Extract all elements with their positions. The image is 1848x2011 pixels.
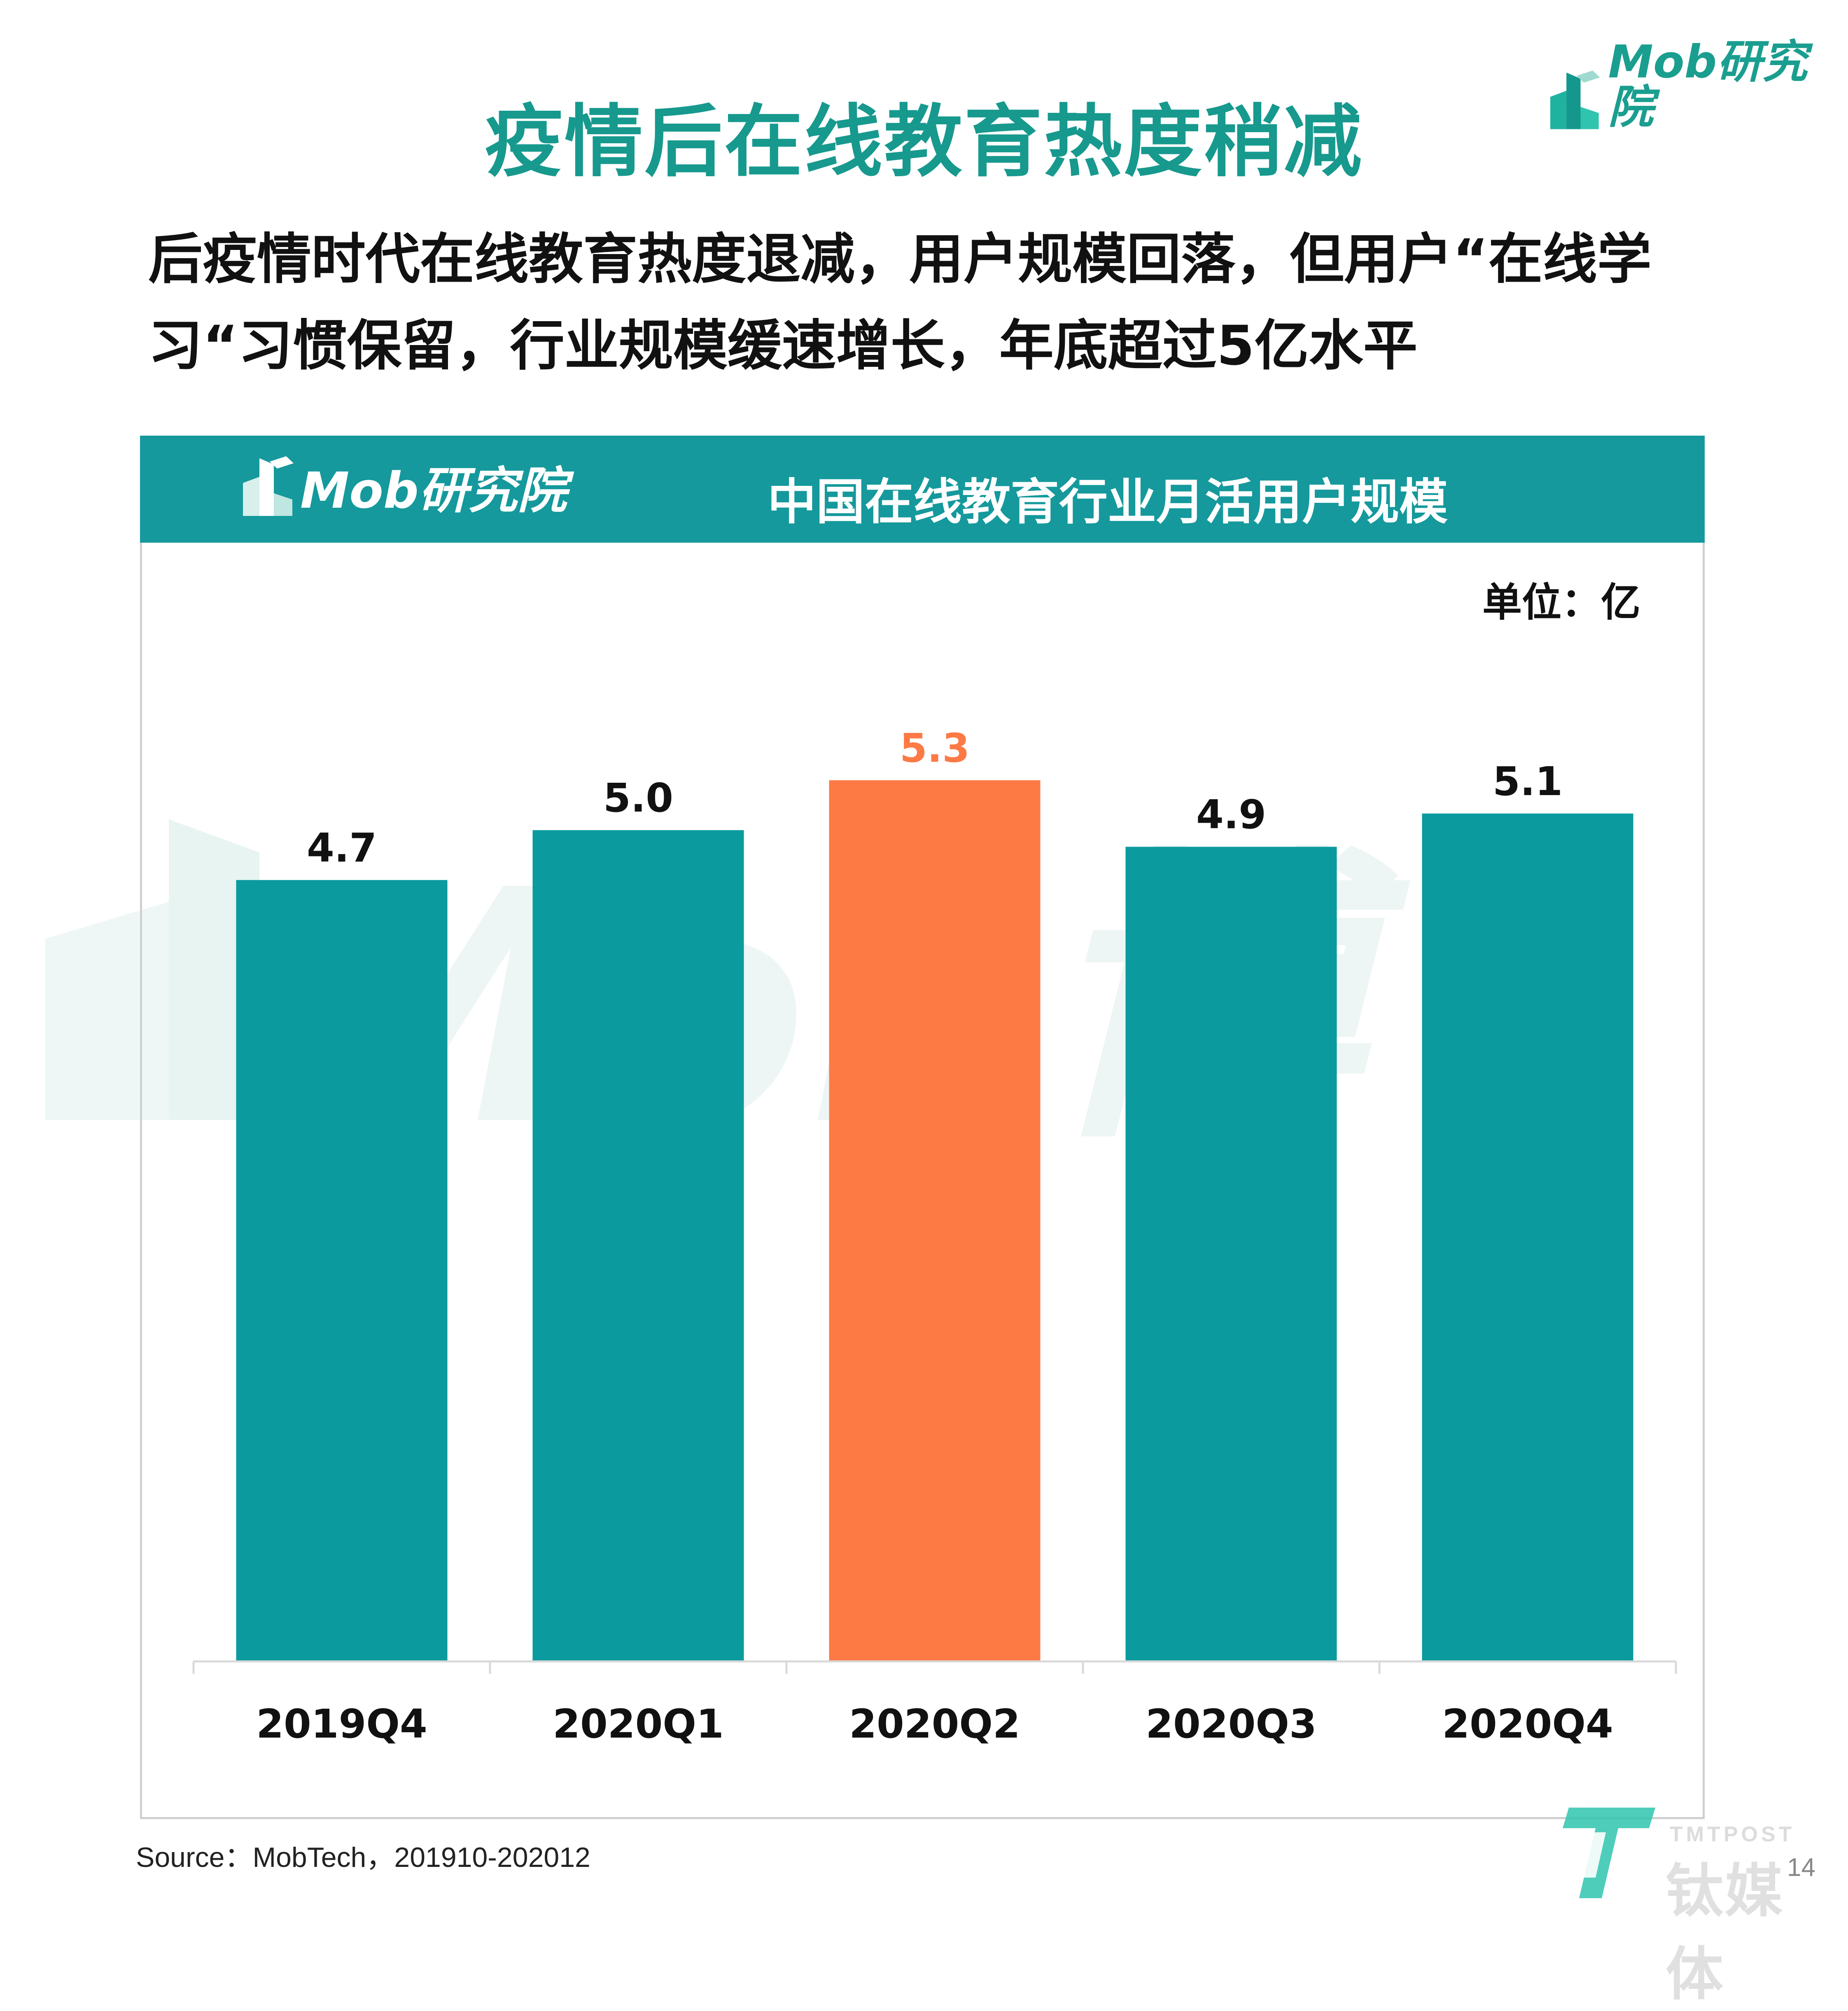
category-label-2020Q4: 2020Q4	[1442, 1701, 1613, 1747]
page-subtitle: 后疫情时代在线教育热度退减，用户规模回落，但用户“在线学 习“习惯保留，行业规模…	[148, 216, 1705, 389]
tmtpost-latin-text: TMTPOST	[1670, 1822, 1795, 1846]
unit-label: 单位：亿	[1482, 579, 1640, 625]
data-label-2020Q3: 4.9	[1196, 792, 1266, 838]
category-label-2020Q3: 2020Q3	[1146, 1701, 1317, 1747]
category-label-2019Q4: 2019Q4	[256, 1701, 427, 1747]
category-label-2020Q1: 2020Q1	[553, 1701, 724, 1747]
subtitle-line-2: 习“习惯保留，行业规模缓速增长，年底超过5亿水平	[148, 314, 1418, 378]
building-logo-icon	[243, 456, 294, 516]
chart-header-band: Mob研究院 中国在线教育行业月活用户规模	[140, 436, 1705, 543]
chart-title: 中国在线教育行业月活用户规模	[767, 474, 1448, 530]
source-note: Source：MobTech，201910-202012	[136, 1842, 590, 1873]
data-label-2020Q4: 5.1	[1493, 758, 1563, 805]
data-label-2020Q2: 5.3	[900, 725, 970, 771]
building-logo-icon	[1550, 70, 1600, 129]
bar-2020Q1	[532, 830, 744, 1661]
bar-2020Q2	[829, 780, 1041, 1661]
chart-header-logo: Mob研究院	[241, 454, 567, 516]
data-label-2019Q4: 4.7	[307, 825, 377, 871]
data-label-2020Q1: 5.0	[603, 775, 673, 821]
brand-wordmark: Mob研究院	[1608, 35, 1808, 133]
tmtpost-t-icon	[1563, 1808, 1655, 1898]
subtitle-line-1: 后疫情时代在线教育热度退减，用户规模回落，但用户“在线学	[148, 228, 1652, 291]
page-title: 疫情后在线教育热度稍减	[484, 96, 1363, 187]
page-number: 14	[1787, 1853, 1815, 1882]
bar-chart: 4.7 2019Q4 5.0 2020Q1 5.3 2020Q2 4.9 2020Q3 5.1 2…	[192, 725, 1677, 1747]
chart-header-wordmark: Mob研究院	[300, 462, 567, 520]
top-brand-logo: Mob研究院	[1548, 39, 1848, 130]
tmtpost-watermark: TMTPOST 钛媒体	[1556, 1799, 1820, 2008]
bar-2020Q4	[1422, 813, 1633, 1661]
bar-2020Q3	[1125, 847, 1337, 1661]
category-label-2020Q2: 2020Q2	[849, 1701, 1020, 1747]
bar-2019Q4	[236, 880, 448, 1661]
